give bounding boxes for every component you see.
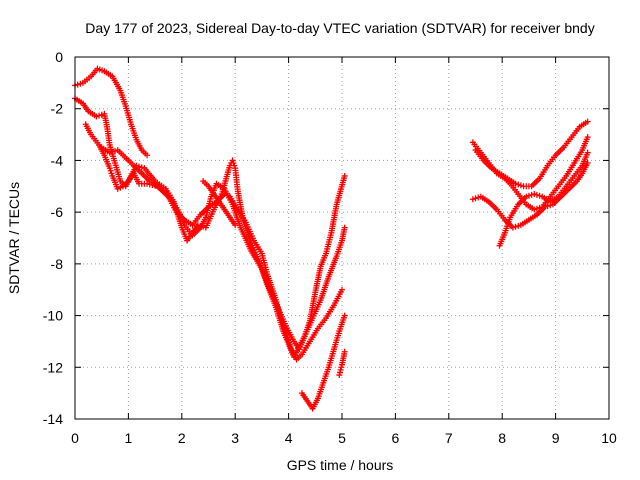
series-track-5 — [200, 178, 239, 229]
series-track-6 — [298, 312, 348, 412]
x-tick-label: 8 — [498, 430, 506, 446]
y-tick-label: -10 — [43, 308, 63, 324]
y-tick-label: 0 — [55, 49, 63, 65]
y-tick-label: -8 — [51, 256, 64, 272]
x-tick-label: 5 — [338, 430, 346, 446]
x-tick-label: 1 — [125, 430, 133, 446]
x-tick-label: 7 — [445, 430, 453, 446]
x-tick-label: 2 — [178, 430, 186, 446]
y-tick-label: -2 — [51, 101, 64, 117]
y-tick-label: -4 — [51, 152, 64, 168]
x-tick-label: 6 — [392, 430, 400, 446]
series-track-2 — [72, 95, 348, 360]
x-tick-label: 3 — [231, 430, 239, 446]
series-track-7 — [336, 348, 348, 379]
x-tick-label: 9 — [552, 430, 560, 446]
y-tick-label: -14 — [43, 411, 63, 427]
x-axis-label: GPS time / hours — [287, 457, 394, 473]
y-tick-label: -6 — [51, 204, 64, 220]
plot-area — [72, 65, 591, 412]
y-axis-ticks: 0 -2 -4 -6 -8 -10 -12 -14 — [43, 49, 609, 427]
x-axis-ticks: 0 1 2 3 4 5 6 7 8 9 10 — [71, 57, 617, 446]
series-track-11 — [496, 149, 591, 249]
chart-title: Day 177 of 2023, Sidereal Day-to-day VTE… — [85, 20, 594, 36]
y-tick-label: -12 — [43, 359, 63, 375]
x-tick-label: 10 — [601, 430, 617, 446]
plot-frame — [74, 56, 610, 420]
x-tick-label: 4 — [285, 430, 293, 446]
series-track-9 — [472, 118, 591, 190]
series-track-4 — [98, 144, 348, 353]
series-track-10 — [469, 160, 591, 231]
x-tick-label: 0 — [71, 430, 79, 446]
y-axis-label: SDTVAR / TECUs — [6, 182, 22, 294]
